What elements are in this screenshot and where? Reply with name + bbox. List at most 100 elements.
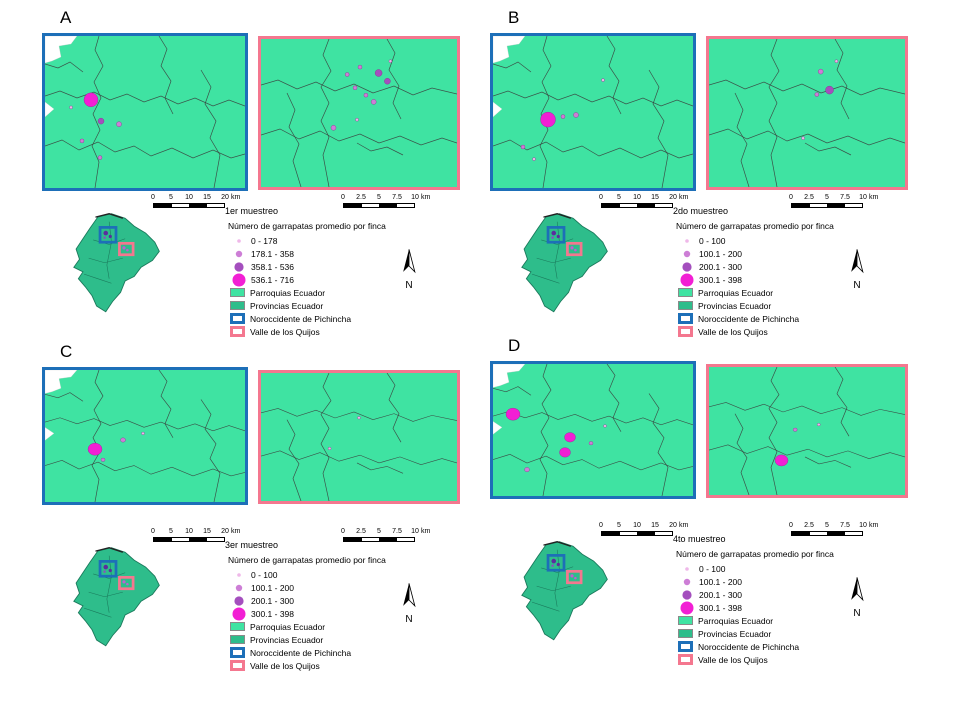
parroquias-swatch xyxy=(230,622,245,631)
scalebar-tick-label: 10 xyxy=(633,522,641,529)
sample-dot xyxy=(363,93,369,98)
sample-dot xyxy=(801,136,805,140)
sample-dot xyxy=(83,92,99,107)
legend-size-class: 536.1 - 716 xyxy=(228,273,438,286)
scalebar-tick-label: 20 xyxy=(669,194,677,201)
map-legend: Número de garrapatas promedio por finca … xyxy=(228,221,438,338)
size-class-label: 100.1 - 200 xyxy=(699,248,743,259)
size-class-label: 536.1 - 716 xyxy=(251,274,295,285)
scalebar-tick-label: 2.5 xyxy=(804,194,814,201)
map-noroccidente-de-pichincha xyxy=(42,367,248,505)
sample-dot xyxy=(330,125,337,131)
ecuador-map-icon xyxy=(520,540,609,642)
north-arrow-icon xyxy=(403,249,416,274)
size-class-label: 300.1 - 398 xyxy=(251,608,295,619)
sample-dot xyxy=(532,157,536,161)
ecuador-map-icon xyxy=(520,212,609,314)
legend-size-class: 300.1 - 398 xyxy=(228,607,438,620)
scalebar-right: 0 2.5 5 7.5 10 km xyxy=(341,194,443,210)
map-canvas xyxy=(45,370,245,502)
legend-layer-quijos: Valle de los Quijos xyxy=(676,653,886,666)
legend-size-class: 300.1 - 398 xyxy=(676,273,886,286)
scalebar-segment xyxy=(396,204,414,207)
legend-layer-parroquias: Parroquias Ecuador xyxy=(676,286,886,299)
scalebar-tick-label: 10 xyxy=(411,528,419,535)
sample-dot xyxy=(120,437,126,443)
ecuador-inset-map xyxy=(50,542,182,656)
scalebar-tick-label: 5 xyxy=(377,194,381,201)
scalebar-tick-label: 10 xyxy=(185,528,193,535)
pink-frame-swatch xyxy=(230,326,245,337)
scalebar-tick-label: 0 xyxy=(599,522,603,529)
sample-dot xyxy=(355,117,359,122)
scalebar-unit-label: km xyxy=(869,194,879,201)
size-class-label: 200.1 - 300 xyxy=(699,261,743,272)
size-class-label: 300.1 - 398 xyxy=(699,274,743,285)
scalebar-tick-label: 5 xyxy=(825,522,829,529)
scalebar-unit-label: km xyxy=(421,194,431,201)
scalebar-left: 0 5 10 15 20 km xyxy=(599,522,701,538)
sample-dot xyxy=(100,457,106,462)
panel-b: B 0 5 10 15 20 km 0 2.5 5 7.5 10 km 2do muestreo N… xyxy=(468,8,920,342)
ecuador-inset-map xyxy=(498,208,630,322)
sample-dot xyxy=(69,105,73,110)
legend-layer-parroquias: Parroquias Ecuador xyxy=(228,620,438,633)
sample-dot xyxy=(564,432,576,443)
map-valle-de-los-quijos xyxy=(258,36,460,190)
size-dot-icon xyxy=(237,572,241,577)
scalebar-tick-label: 15 xyxy=(203,194,211,201)
provincias-swatch xyxy=(230,301,245,310)
scalebar-unit-label: km xyxy=(231,528,241,535)
map-canvas xyxy=(709,39,905,187)
boundary-lines xyxy=(709,367,905,495)
sample-dot xyxy=(87,442,103,456)
sample-dots-layer xyxy=(327,416,361,450)
scalebar-segment xyxy=(792,204,810,207)
scalebar-tick-label: 7.5 xyxy=(840,522,850,529)
size-dot-icon xyxy=(685,238,689,243)
sample-dot xyxy=(559,447,571,458)
north-arrow: N xyxy=(396,248,422,291)
sample-dots-layer xyxy=(520,78,605,161)
sample-dots-layer xyxy=(69,92,122,160)
parroquias-swatch xyxy=(678,616,693,625)
scalebar-segment xyxy=(654,204,672,207)
size-dot-icon xyxy=(234,261,244,272)
size-dot-icon xyxy=(232,607,246,620)
provincias-swatch xyxy=(678,301,693,310)
scalebar-tick-label: 15 xyxy=(651,194,659,201)
north-label: N xyxy=(405,614,413,625)
scalebar-tick-label: 10 xyxy=(185,194,193,201)
boundary-lines xyxy=(493,364,693,496)
scalebar-bar xyxy=(791,203,863,208)
panel-c: C 0 5 10 15 20 km 0 2.5 5 7.5 10 km 3er muestreo N… xyxy=(20,342,472,676)
map-legend: Número de garrapatas promedio por finca … xyxy=(228,555,438,672)
scalebar-segment xyxy=(637,204,655,207)
ecuador-inset-map xyxy=(50,208,182,322)
scalebar-segment xyxy=(844,532,862,535)
scalebar-tick-label: 5 xyxy=(169,528,173,535)
map-legend: Número de garrapatas promedio por finca … xyxy=(676,549,886,666)
boundary-lines xyxy=(493,36,693,188)
scalebar-tick-label: 2.5 xyxy=(356,194,366,201)
scalebar-tick-label: 5 xyxy=(377,528,381,535)
north-arrow-icon xyxy=(403,583,416,608)
size-class-label: 100.1 - 200 xyxy=(699,576,743,587)
blue-frame-swatch xyxy=(678,641,693,652)
scalebar-tick-label: 10 xyxy=(633,194,641,201)
scalebar-labels: 0 2.5 5 7.5 10 km xyxy=(789,522,891,530)
provincias-swatch xyxy=(230,635,245,644)
sample-dot xyxy=(374,69,383,77)
north-arrow: N xyxy=(844,576,870,619)
sample-dots-layer xyxy=(330,59,393,131)
scalebar-labels: 0 5 10 15 20 km xyxy=(151,528,253,536)
sample-dot xyxy=(388,59,393,63)
sample-dot xyxy=(774,454,789,467)
scalebar-left: 0 5 10 15 20 km xyxy=(151,528,253,544)
scalebar-tick-label: 20 xyxy=(669,522,677,529)
scalebar-unit-label: km xyxy=(679,194,689,201)
scalebar-tick-label: 0 xyxy=(789,194,793,201)
scalebar-tick-label: 0 xyxy=(341,528,345,535)
legend-size-class: 200.1 - 300 xyxy=(676,588,886,601)
scalebar-segment xyxy=(809,532,827,535)
